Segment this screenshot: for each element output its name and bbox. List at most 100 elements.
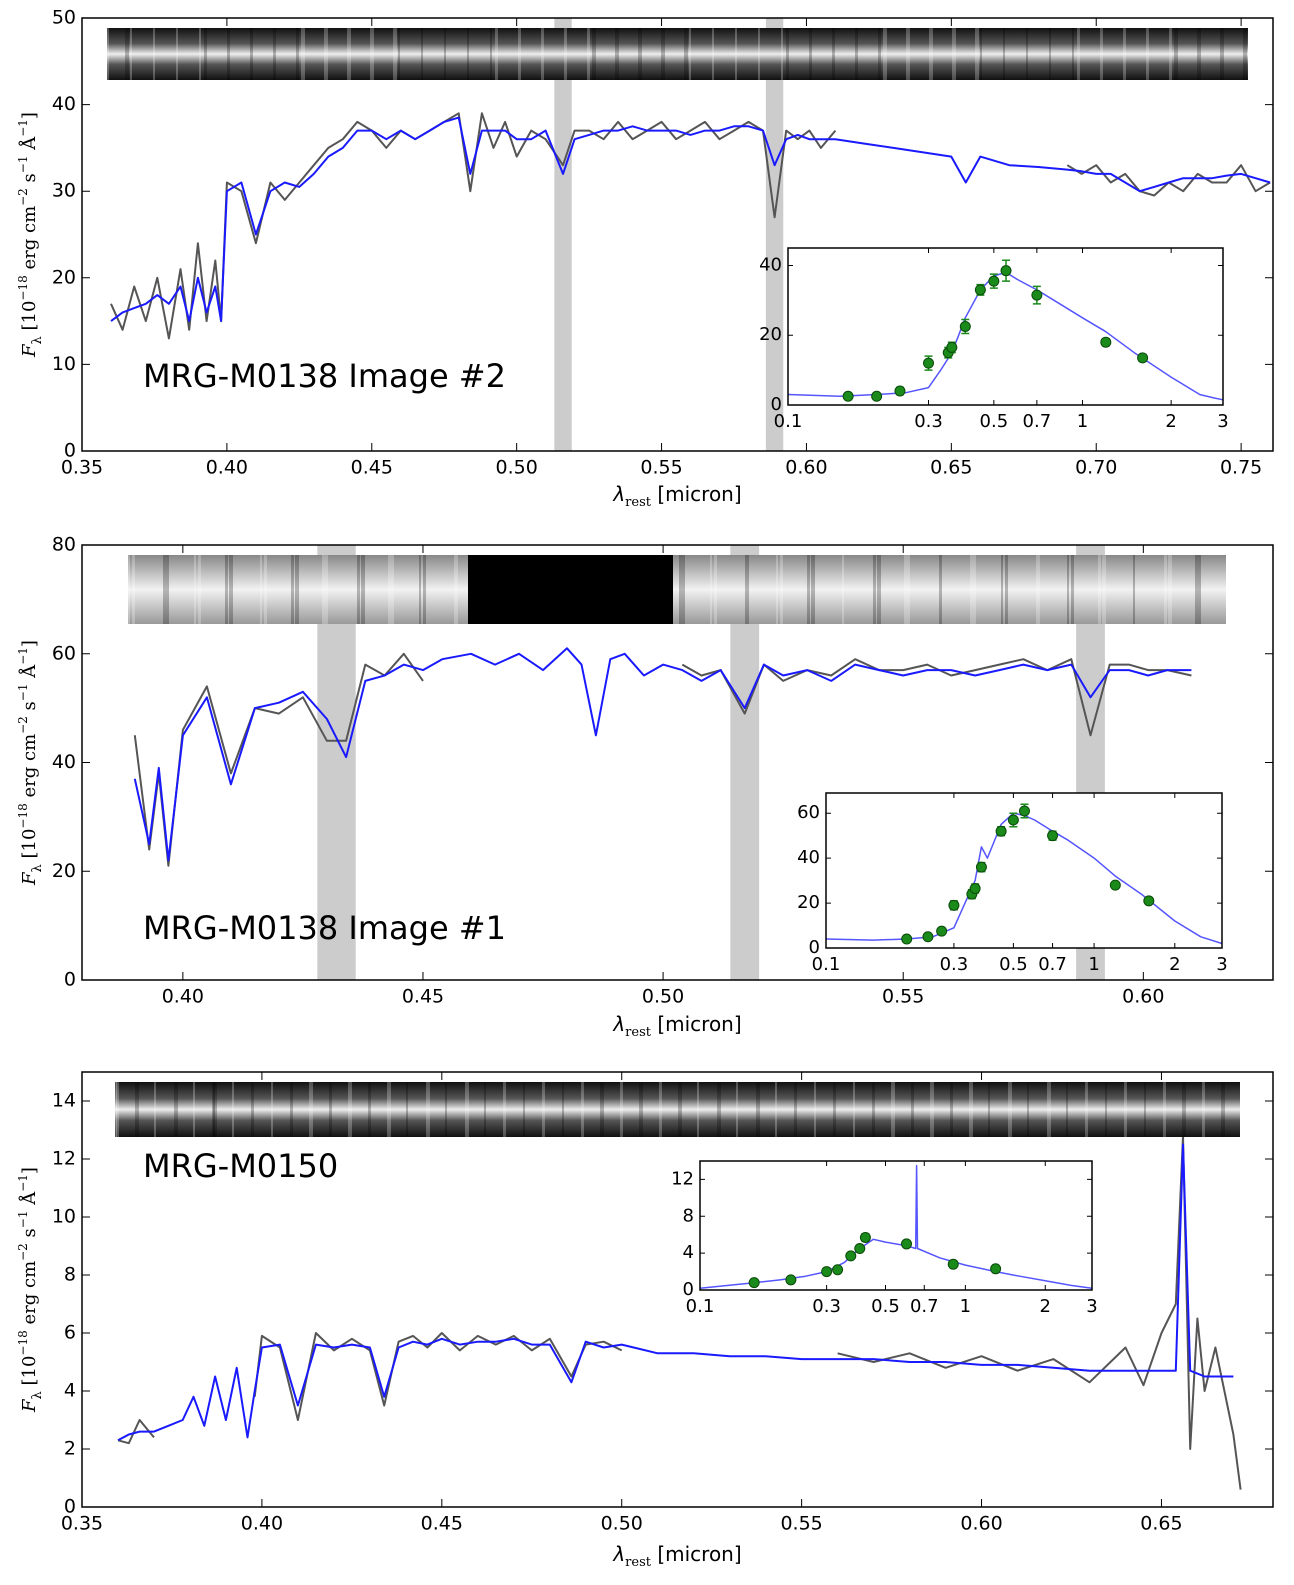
y-axis-label-part: −1 [16, 119, 30, 137]
image-stripe [794, 1082, 797, 1137]
y-axis-label-part: −2 [16, 188, 30, 206]
y-tick-label: 40 [759, 254, 782, 275]
image-gap [468, 555, 673, 624]
image-stripe [251, 1082, 254, 1137]
y-axis-label: Fλ [10−18 erg cm−2 s−1 Å−1] [16, 640, 46, 886]
x-tick-label: 0.1 [812, 954, 841, 975]
image-stripe [426, 1082, 430, 1137]
x-tick-label: 0.3 [940, 954, 969, 975]
photometry-point [821, 1266, 833, 1278]
y-axis-label-part: s [19, 701, 40, 716]
x-tick-label: 0.50 [642, 986, 684, 1008]
image-stripe [1133, 555, 1135, 624]
image-stripe [679, 555, 683, 624]
image-stripe [638, 28, 642, 80]
x-tick-label: 1 [1088, 954, 1099, 975]
spectrum-line [117, 1143, 1234, 1442]
image-stripe [1202, 1082, 1205, 1137]
spectrum-2d-image [128, 555, 1226, 624]
image-stripe [225, 555, 228, 624]
photometry-point [785, 1274, 797, 1286]
image-stripe [714, 555, 717, 624]
image-stripe [392, 555, 394, 624]
image-stripe [1049, 28, 1051, 80]
image-stripe [758, 28, 760, 80]
image-stripe [776, 555, 778, 624]
image-stripe [153, 28, 155, 80]
y-axis-label-part: F [19, 1398, 40, 1413]
image-stripe [809, 28, 812, 80]
masked-band [765, 18, 784, 451]
image-stripe [1163, 1082, 1166, 1137]
spectrum-line [133, 647, 1192, 862]
photometry-point [946, 341, 958, 353]
photometry-point [871, 390, 883, 402]
image-stripe [264, 555, 267, 624]
y-tick-label: 40 [52, 751, 76, 773]
image-stripe [1182, 1082, 1186, 1137]
inset-background [826, 793, 1222, 948]
image-stripe [198, 555, 201, 624]
image-stripe [872, 1082, 875, 1137]
spectrum-2d-image [115, 1082, 1240, 1137]
photometry-point [832, 1264, 844, 1276]
image-stripe [904, 555, 908, 624]
image-stripe [204, 28, 207, 80]
x-tick-label: 0.3 [914, 411, 943, 432]
x-tick-label: 0.1 [774, 411, 803, 432]
x-axis-label-part: rest [625, 1555, 652, 1570]
x-tick-label: 0.60 [1122, 986, 1164, 1008]
y-axis-label-part: Å [18, 136, 40, 156]
x-tick-label: 0.75 [1220, 457, 1262, 479]
photometry-point [990, 1263, 1002, 1275]
x-axis-label-part: [micron] [651, 482, 742, 506]
y-tick-label: 6 [64, 1322, 76, 1344]
image-stripe [324, 28, 328, 80]
axes-frame [825, 792, 1223, 949]
image-stripe [745, 555, 749, 624]
x-tick-label: 0.65 [1140, 1513, 1182, 1535]
image-stripe [929, 28, 933, 80]
y-axis-label-part: Å [18, 1191, 40, 1211]
y-axis-label-part: −1 [16, 1174, 30, 1192]
image-stripe [273, 28, 276, 80]
axes-frame [81, 17, 1274, 452]
y-axis-label-part: F [19, 871, 40, 886]
image-stripe [309, 1082, 313, 1137]
photometry-point [748, 1277, 760, 1289]
x-tick-label: 0.5 [999, 954, 1028, 975]
image-stripe [135, 1082, 139, 1137]
image-stripe [1036, 555, 1040, 624]
x-tick-label: 0.35 [61, 1513, 103, 1535]
image-stripe [229, 555, 233, 624]
image-stripe [194, 555, 196, 624]
x-axis-label-part: [micron] [651, 1542, 742, 1566]
y-axis-label-part: ] [19, 640, 40, 647]
image-stripe [587, 28, 590, 80]
x-tick-label: 0.5 [980, 411, 1009, 432]
image-stripe [523, 1082, 525, 1137]
image-stripe [542, 1082, 545, 1137]
image-stripe [128, 555, 130, 624]
photometry-point [854, 1243, 866, 1255]
image-stripe [832, 28, 835, 80]
photometry-point [894, 385, 906, 397]
x-tick-label: 0.35 [61, 457, 103, 479]
image-stripe [406, 1082, 408, 1137]
y-axis-label-part: erg cm [19, 1261, 40, 1330]
x-tick-label: 0.45 [421, 1513, 463, 1535]
image-stripe [163, 555, 167, 624]
image-stripe [775, 1082, 777, 1137]
image-stripe [814, 1082, 816, 1137]
y-tick-label: 40 [52, 93, 76, 115]
image-stripe [1123, 28, 1126, 80]
y-tick-label: 10 [52, 1206, 76, 1228]
image-stripe [988, 1082, 990, 1137]
y-tick-label: 60 [797, 802, 820, 823]
y-axis-label-part: −18 [16, 275, 30, 300]
image-stripe [639, 1082, 643, 1137]
image-stripe [1164, 555, 1167, 624]
image-stripe [883, 28, 887, 80]
image-stripe [950, 1082, 953, 1137]
